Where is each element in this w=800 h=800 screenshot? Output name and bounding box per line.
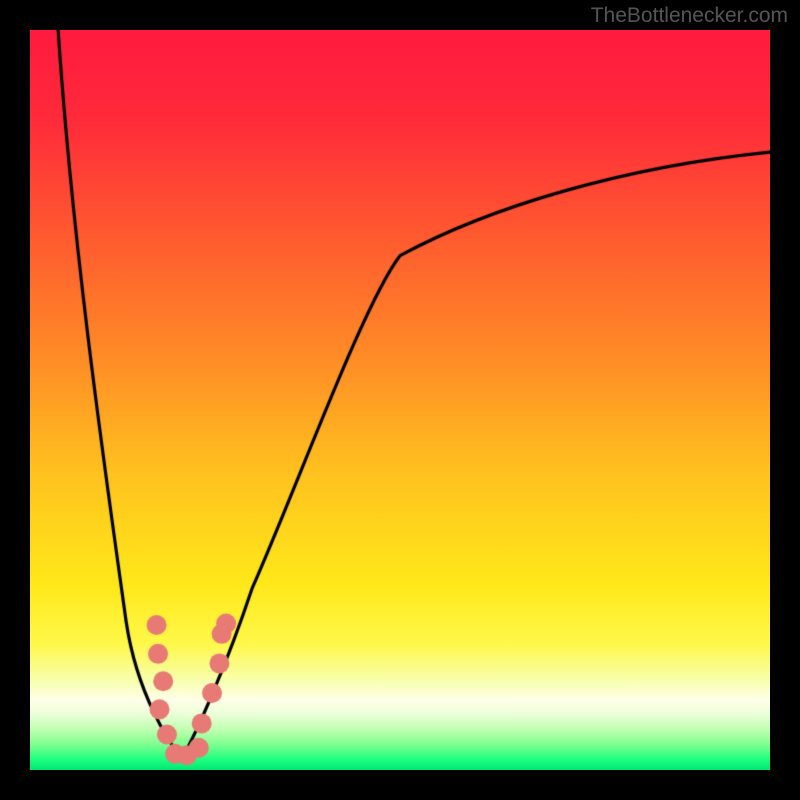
watermark-label: TheBottlenecker.com <box>591 4 788 28</box>
bottleneck-curve-chart <box>0 0 800 800</box>
